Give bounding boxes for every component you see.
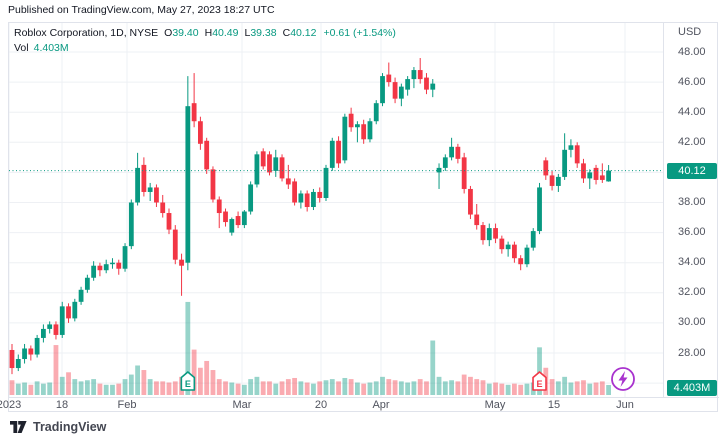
price-tick-label: 34.00 — [678, 256, 706, 269]
grid-layer — [8, 23, 663, 397]
time-tick-label: Jun — [616, 399, 634, 411]
attribution[interactable]: TradingView — [10, 420, 106, 434]
time-tick-label: 2023 — [0, 399, 22, 411]
price-tick-label: 46.00 — [678, 75, 706, 88]
svg-text:E: E — [537, 379, 543, 389]
svg-text:E: E — [185, 379, 191, 389]
low-value: 39.38 — [250, 27, 277, 39]
close-label: C — [282, 27, 291, 39]
volume-value: 4.403M — [33, 42, 69, 54]
price-tick-label: 32.00 — [678, 286, 706, 299]
currency-label: USD — [678, 26, 702, 38]
last-price-badge: 40.12 — [667, 162, 717, 179]
volume-badge: 4.403M — [667, 380, 717, 396]
high-value: 40.49 — [212, 27, 239, 39]
open-value: 39.40 — [172, 27, 199, 39]
time-tick-label: Feb — [117, 399, 137, 411]
candles-layer — [9, 58, 611, 375]
time-tick-label: Apr — [372, 399, 390, 411]
low-label: L — [244, 27, 251, 39]
time-axis[interactable]: 2023 18 Feb Mar 20 Apr May 15 Jun — [0, 399, 663, 413]
price-tick-label: 30.00 — [678, 316, 706, 329]
time-tick-label: May — [484, 399, 506, 411]
price-tick-label: 48.00 — [678, 45, 706, 58]
published-bar: Published on TradingView.com, May 27, 20… — [8, 4, 275, 16]
price-tick-label: 36.00 — [678, 226, 706, 239]
price-tick-label: 42.00 — [678, 135, 706, 148]
close-value: 40.12 — [290, 27, 317, 39]
price-tick-label: 28.00 — [678, 346, 706, 359]
price-tick-label: 38.00 — [678, 196, 706, 208]
lightning-icon[interactable] — [611, 367, 635, 391]
change-value: +0.61 (+1.54%) — [323, 27, 396, 39]
earnings-icon[interactable]: E — [180, 371, 196, 391]
symbol-title[interactable]: Roblox Corporation, 1D, NYSE — [14, 27, 159, 39]
tradingview-logo-icon — [10, 420, 27, 433]
brand-name: TradingView — [33, 420, 107, 434]
earnings-icon[interactable]: E — [532, 371, 547, 391]
time-tick-label: 20 — [314, 399, 328, 411]
open-label: O — [164, 27, 173, 39]
time-tick-label: 18 — [55, 399, 69, 411]
volume-label: Vol — [14, 42, 29, 54]
price-axis[interactable]: USD 40.12 4.403M 48.00 46.00 44.00 42.00 38.… — [663, 22, 720, 397]
chart-legend: Roblox Corporation, 1D, NYSE O39.40 H40.49… — [14, 27, 396, 54]
time-tick-label: Mar — [232, 399, 252, 411]
time-tick-label: 15 — [547, 399, 561, 411]
volume-layer — [9, 301, 611, 396]
high-label: H — [204, 27, 213, 39]
price-tick-label: 44.00 — [678, 105, 706, 118]
time-axis-separator — [8, 397, 719, 398]
